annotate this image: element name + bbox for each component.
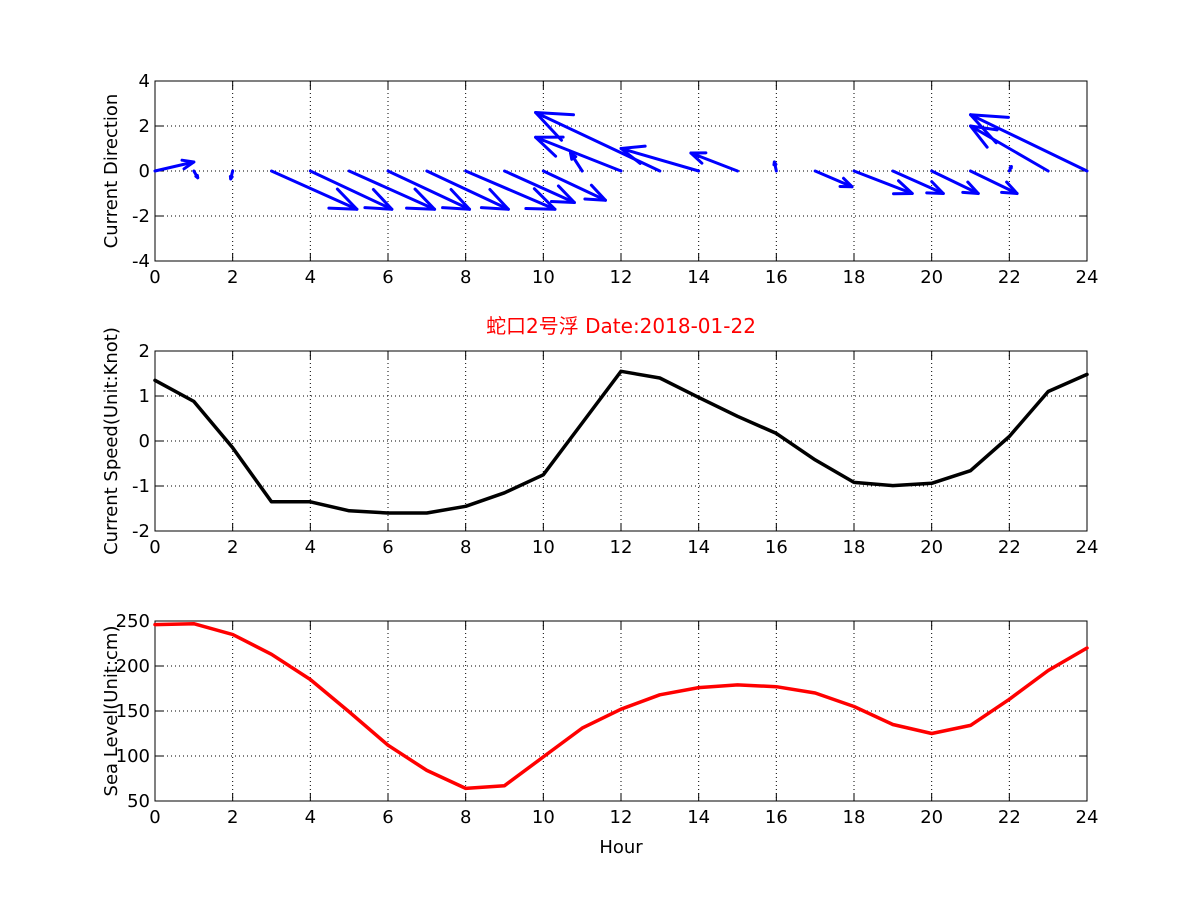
speed-x-tick-label: 24 bbox=[1076, 537, 1099, 558]
speed-x-tick-label: 10 bbox=[532, 537, 555, 558]
direction-x-tick-label: 8 bbox=[460, 267, 471, 288]
direction-arrow bbox=[464, 169, 557, 211]
direction-x-tick-label: 20 bbox=[920, 267, 943, 288]
direction-arrow bbox=[386, 169, 472, 211]
speed-x-tick-label: 14 bbox=[687, 537, 710, 558]
direction-x-tick-label: 24 bbox=[1076, 267, 1099, 288]
direction-arrow bbox=[503, 169, 576, 204]
speed-y-tick-label: -1 bbox=[132, 476, 150, 497]
sea-level-y-tick-label: 250 bbox=[116, 611, 150, 632]
sea-level-x-tick-label: 24 bbox=[1076, 807, 1099, 828]
speed-x-tick-label: 22 bbox=[998, 537, 1021, 558]
direction-arrow bbox=[541, 169, 607, 202]
direction-arrow bbox=[852, 169, 914, 196]
speed-x-tick-label: 4 bbox=[305, 537, 316, 558]
sea-level-x-tick-label: 18 bbox=[843, 807, 866, 828]
direction-x-tick-label: 0 bbox=[149, 267, 160, 288]
direction-x-tick-label: 4 bbox=[305, 267, 316, 288]
direction-arrow bbox=[153, 158, 196, 173]
direction-x-tick-label: 16 bbox=[765, 267, 788, 288]
speed-x-tick-label: 16 bbox=[765, 537, 788, 558]
direction-arrow bbox=[969, 169, 1019, 195]
speed-x-tick-label: 8 bbox=[460, 537, 471, 558]
sea-level-x-tick-label: 20 bbox=[920, 807, 943, 828]
speed-x-tick-label: 2 bbox=[227, 537, 238, 558]
speed-x-tick-label: 18 bbox=[843, 537, 866, 558]
speed-x-tick-label: 6 bbox=[382, 537, 393, 558]
direction-arrow bbox=[228, 169, 235, 181]
sea-level-x-tick-label: 4 bbox=[305, 807, 316, 828]
direction-x-tick-label: 18 bbox=[843, 267, 866, 288]
direction-arrow bbox=[270, 169, 359, 211]
direction-arrow bbox=[347, 169, 437, 211]
sea-level-y-tick-label: 150 bbox=[116, 701, 150, 722]
sea-level-y-axis-label: Sea Level(Unit:cm) bbox=[101, 626, 122, 797]
sea-level-x-tick-label: 2 bbox=[227, 807, 238, 828]
sea-level-x-tick-label: 12 bbox=[610, 807, 633, 828]
speed-y-axis-label: Current Speed(Unit:Knot) bbox=[101, 327, 122, 555]
direction-x-tick-label: 2 bbox=[227, 267, 238, 288]
direction-y-tick-label: 4 bbox=[139, 71, 150, 92]
direction-arrow bbox=[772, 160, 778, 173]
speed-series-line bbox=[153, 369, 1089, 515]
direction-arrow bbox=[891, 169, 945, 195]
direction-x-tick-label: 14 bbox=[687, 267, 710, 288]
direction-y-tick-label: 0 bbox=[139, 161, 150, 182]
direction-arrow bbox=[619, 144, 701, 173]
direction-arrow bbox=[534, 135, 623, 173]
speed-y-tick-label: 0 bbox=[139, 431, 150, 452]
sea-level-x-tick-label: 10 bbox=[532, 807, 555, 828]
figure-title: 蛇口2号浮 Date:2018-01-22 bbox=[486, 314, 756, 338]
sea-level-y-tick-label: 50 bbox=[127, 791, 150, 812]
sea-level-series-line bbox=[153, 621, 1089, 791]
direction-arrow bbox=[689, 151, 739, 173]
speed-y-tick-label: 2 bbox=[139, 341, 150, 362]
direction-arrow bbox=[569, 151, 584, 173]
sea-level-x-axis-label: Hour bbox=[599, 837, 643, 858]
direction-y-tick-label: -4 bbox=[132, 251, 150, 272]
direction-x-tick-label: 6 bbox=[382, 267, 393, 288]
direction-x-tick-label: 12 bbox=[610, 267, 633, 288]
direction-arrow bbox=[813, 169, 854, 189]
sea-level-x-tick-label: 6 bbox=[382, 807, 393, 828]
direction-x-tick-label: 22 bbox=[998, 267, 1021, 288]
direction-y-tick-label: -2 bbox=[132, 206, 150, 227]
speed-x-tick-label: 0 bbox=[149, 537, 160, 558]
direction-y-tick-label: 2 bbox=[139, 116, 150, 137]
direction-y-axis-label: Current Direction bbox=[101, 94, 122, 249]
speed-x-tick-label: 20 bbox=[920, 537, 943, 558]
sea-level-y-tick-label: 100 bbox=[116, 746, 150, 767]
direction-arrow bbox=[1007, 165, 1013, 173]
sea-level-x-tick-label: 8 bbox=[460, 807, 471, 828]
direction-arrow bbox=[192, 169, 200, 180]
sea-level-x-tick-label: 0 bbox=[149, 807, 160, 828]
speed-y-tick-label: -2 bbox=[132, 521, 150, 542]
direction-arrow bbox=[969, 124, 1050, 173]
sea-level-y-tick-label: 200 bbox=[116, 656, 150, 677]
direction-arrow bbox=[930, 169, 980, 195]
speed-y-tick-label: 1 bbox=[139, 386, 150, 407]
sea-level-x-tick-label: 16 bbox=[765, 807, 788, 828]
speed-x-tick-label: 12 bbox=[610, 537, 633, 558]
direction-arrow bbox=[308, 169, 394, 211]
sea-level-x-tick-label: 22 bbox=[998, 807, 1021, 828]
direction-arrow bbox=[425, 169, 510, 211]
direction-x-tick-label: 10 bbox=[532, 267, 555, 288]
sea-level-x-tick-label: 14 bbox=[687, 807, 710, 828]
direction-arrow bbox=[969, 113, 1089, 173]
